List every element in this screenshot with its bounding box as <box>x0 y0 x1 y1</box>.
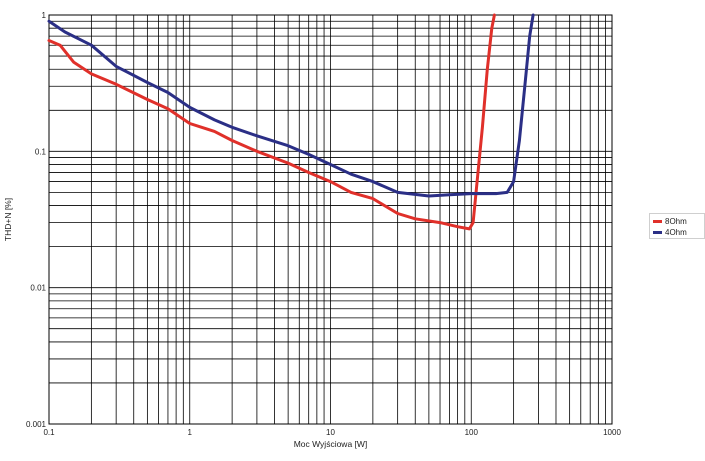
series-layer <box>47 13 535 231</box>
x-tick-label: 1 <box>188 428 193 437</box>
x-tick-label: 1000 <box>603 428 621 437</box>
series-line-4ohm <box>47 13 535 198</box>
x-tick-labels: 0.1 1 10 100 1000 <box>43 428 621 437</box>
plot-frame <box>48 14 613 425</box>
y-tick-label: 0.1 <box>35 147 47 156</box>
x-tick-label: 100 <box>465 428 479 437</box>
legend-item-8ohm: 8Ohm <box>653 215 687 227</box>
legend-item-4ohm: 4Ohm <box>653 226 687 238</box>
series-line-8ohm <box>47 13 496 231</box>
legend-label-4ohm: 4Ohm <box>665 227 687 237</box>
y-tick-labels: 1 0.1 0.01 0.001 <box>26 11 47 429</box>
y-tick-label: 1 <box>42 11 47 20</box>
legend: 8Ohm 4Ohm <box>649 213 705 239</box>
x-tick-label: 0.1 <box>43 428 55 437</box>
x-tick-label: 10 <box>326 428 335 437</box>
legend-swatch-4ohm <box>653 230 662 234</box>
y-tick-label: 0.01 <box>30 284 46 293</box>
y-tick-label: 0.001 <box>26 420 47 429</box>
legend-label-8ohm: 8Ohm <box>665 216 687 226</box>
x-axis-label: Moc Wyjściowa [W] <box>294 439 368 449</box>
y-axis-label: THD+N [%] <box>3 198 13 241</box>
legend-swatch-8ohm <box>653 219 662 223</box>
grid-lines <box>49 15 612 424</box>
